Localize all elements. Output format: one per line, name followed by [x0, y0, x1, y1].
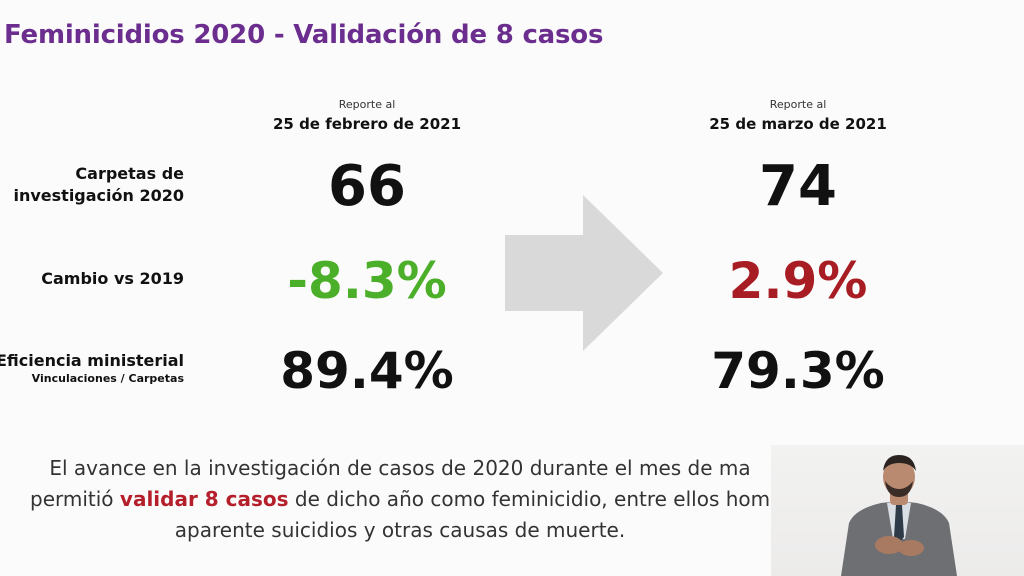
column-caption: Reporte al: [338, 98, 396, 111]
column-date: 25 de marzo de 2021: [709, 115, 887, 133]
value-eficiencia-february: 89.4%: [280, 342, 454, 400]
value-eficiencia-march: 79.3%: [711, 342, 885, 400]
right-arrow-icon: [505, 195, 663, 351]
footer-line: El avance en la investigación de casos d…: [49, 456, 751, 480]
footer-text: El avance en la investigación de casos d…: [30, 453, 770, 553]
footer-text-segment: permitió: [30, 487, 120, 511]
value-cambio-march: 2.9%: [728, 252, 868, 310]
column-caption: Reporte al: [769, 98, 827, 111]
footer-highlight: validar 8 casos: [119, 487, 289, 511]
footer-line: aparente suicidios y otras causas de mue…: [174, 518, 626, 542]
row-label-carpetas: Carpetas de investigación 2020: [13, 163, 184, 207]
row-label-cambio: Cambio vs 2019: [41, 269, 184, 288]
row-label-line: Carpetas de: [75, 164, 184, 183]
value-cambio-february: -8.3%: [287, 252, 447, 310]
row-sublabel: Vinculaciones / Carpetas: [31, 372, 184, 385]
value-carpetas-march: 74: [759, 154, 837, 219]
slide-title: Feminicidios 2020 - Validación de 8 caso…: [4, 20, 604, 50]
footer-line: permitió validar 8 casos de dicho año co…: [30, 484, 770, 515]
value-carpetas-february: 66: [328, 154, 406, 219]
interpreter-figure: [841, 455, 957, 576]
footer-text-segment: de dicho año como feminicidio, entre ell…: [288, 487, 770, 511]
column-date: 25 de febrero de 2021: [272, 115, 462, 133]
row-label-eficiencia: Eficiencia ministerial Vinculaciones / C…: [0, 350, 184, 386]
sign-language-interpreter-video: [771, 445, 1024, 576]
row-label-line: investigación 2020: [13, 186, 184, 205]
row-label-line: Eficiencia ministerial: [0, 351, 184, 370]
column-header-march: Reporte al 25 de marzo de 2021: [668, 98, 928, 133]
column-header-february: Reporte al 25 de febrero de 2021: [237, 98, 497, 133]
